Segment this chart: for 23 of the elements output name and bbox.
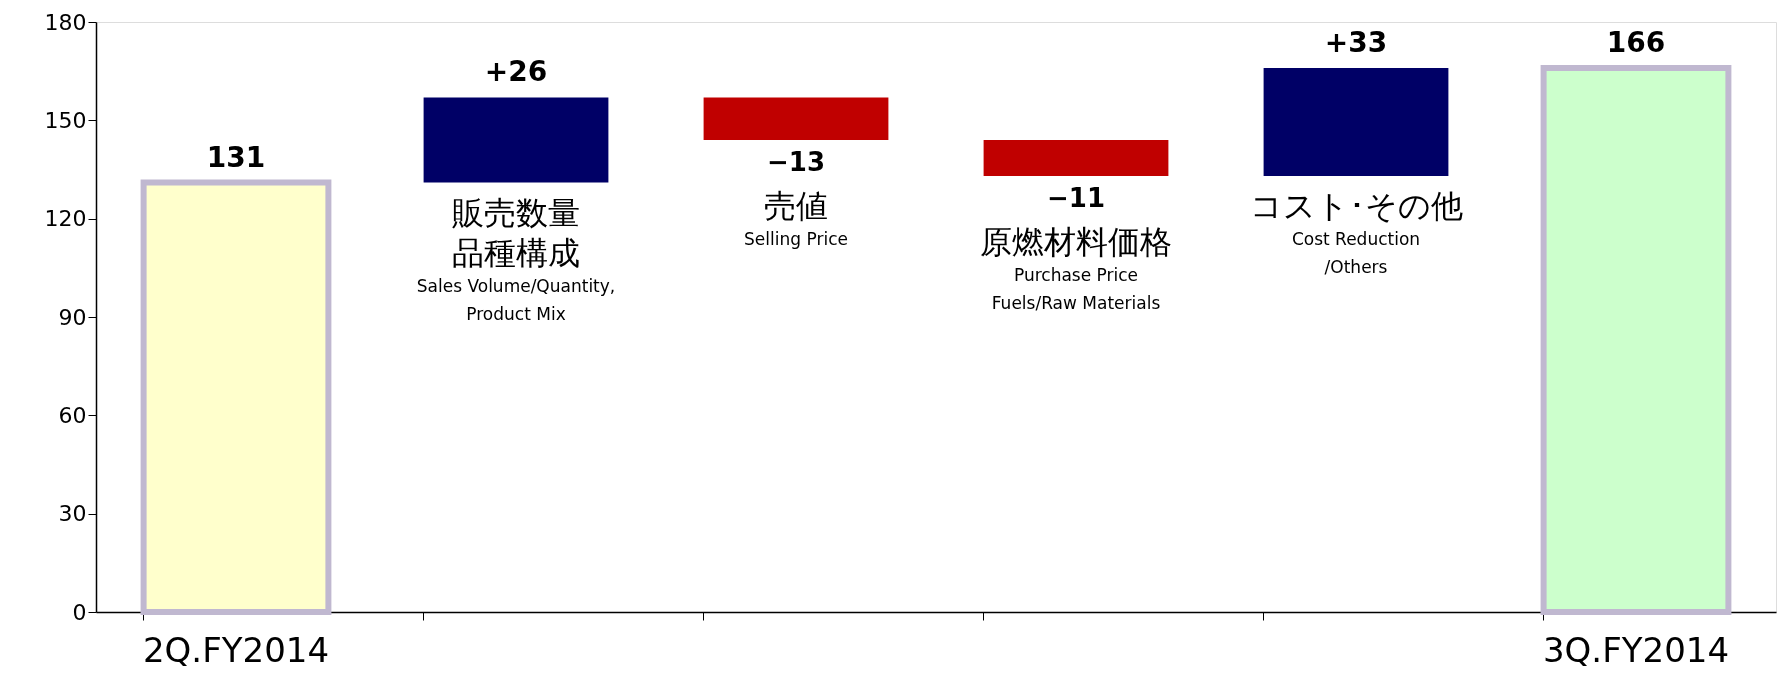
bar: [983, 140, 1169, 177]
y-tick-label: 60: [58, 402, 87, 428]
x-tick-label: 販売数量品種構成 Sales Volume/Quantity, Product Mix: [416, 193, 616, 324]
x-tick-label: 3Q.FY2014: [1542, 629, 1730, 670]
y-tick-label: 120: [44, 206, 87, 232]
y-tick-label: 30: [58, 501, 87, 527]
y-tick-label: 150: [44, 107, 87, 133]
data-label: +26: [484, 55, 548, 89]
bar: [703, 97, 889, 140]
bar: [423, 97, 609, 183]
data-label: −11: [1047, 183, 1105, 214]
x-tick-label: 原燃材料価格 Purchase Price Fuels/Raw Materials: [980, 223, 1172, 314]
x-tick-label: 2Q.FY2014: [142, 629, 330, 670]
y-tick-label: 0: [72, 599, 87, 625]
y-tick-label: 90: [58, 304, 87, 330]
data-label: 166: [1606, 25, 1666, 59]
x-tick-label: コスト･その他 Cost Reduction /Others: [1249, 187, 1463, 278]
x-tick-label: 売値 Selling Price: [744, 187, 848, 249]
data-label: −13: [767, 147, 825, 177]
y-tick-label: 180: [44, 9, 87, 35]
data-label: +33: [1324, 25, 1388, 59]
bar: [1263, 67, 1449, 177]
data-label: 131: [206, 140, 266, 174]
